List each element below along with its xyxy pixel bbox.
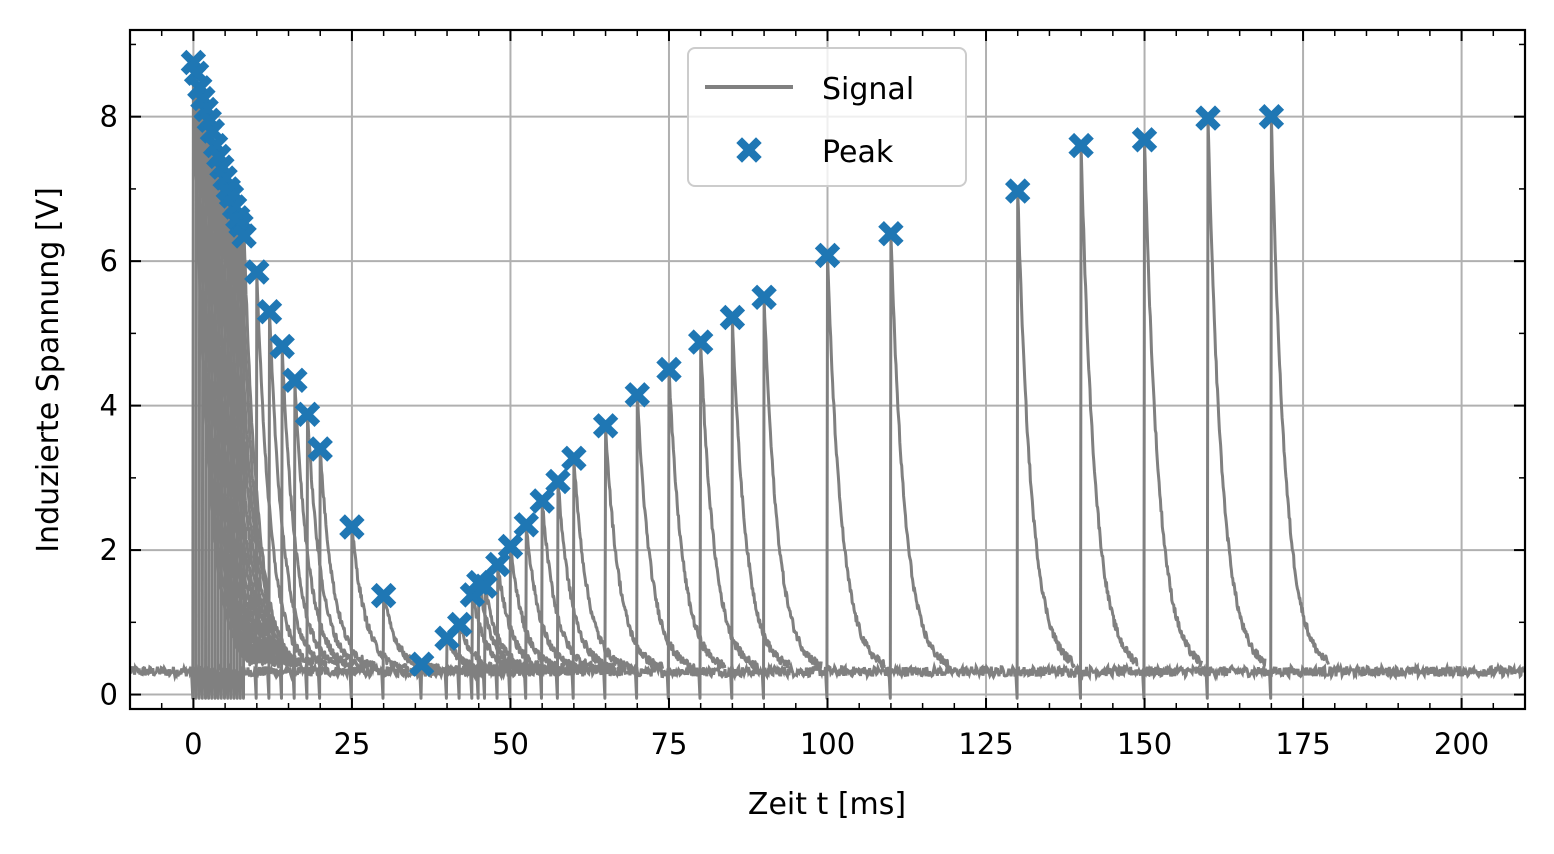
signal-pulse	[1141, 138, 1204, 700]
signal-pulse	[469, 593, 531, 700]
signal-pulse	[253, 270, 316, 700]
y-tick-label: 6	[100, 244, 118, 278]
signal-pulse	[278, 344, 341, 700]
legend-box	[687, 47, 967, 187]
signal-pulse	[538, 499, 601, 700]
peak-marker	[269, 333, 295, 360]
peak-marker	[1195, 105, 1221, 131]
peak-marker	[687, 329, 714, 355]
x-tick-label: 0	[184, 727, 202, 761]
y-tick-label: 8	[100, 100, 118, 134]
signal-pulse	[481, 584, 544, 700]
signal-pulse	[824, 253, 886, 700]
peak-marker	[339, 514, 365, 540]
peak-marker	[1004, 178, 1031, 204]
signal-pulse	[316, 447, 379, 700]
peak-marker	[624, 382, 651, 408]
peak-marker	[294, 401, 321, 428]
signal-pulse	[729, 316, 791, 700]
x-tick-label: 25	[333, 727, 370, 761]
signal-pulse	[760, 295, 823, 700]
peak-marker	[592, 413, 619, 439]
signal-pulse	[304, 412, 366, 700]
tick-labels: 0 25 50 75 100 125 150 175 200 0 2 4 6 8	[100, 100, 1490, 761]
y-axis-title: Induzierte Spannung [V]	[31, 187, 66, 553]
ticks	[129, 30, 1526, 709]
signal-pulse	[665, 368, 727, 700]
peak-marker	[1258, 103, 1285, 130]
peak-marker	[814, 242, 841, 269]
y-tick-label: 2	[100, 533, 118, 567]
peak-marker	[256, 298, 283, 325]
peak-marker	[446, 611, 473, 638]
peak-marker	[370, 582, 397, 609]
x-tick-label: 125	[958, 727, 1013, 761]
signal-pulse	[697, 340, 760, 700]
peak-marker	[561, 445, 587, 472]
peak-marker	[282, 367, 308, 394]
signal-layer	[130, 61, 1525, 700]
peak-marker	[1131, 127, 1158, 153]
peak-marker	[244, 259, 270, 285]
x-tick-label: 200	[1434, 727, 1489, 761]
peak-marker	[408, 651, 435, 677]
legend-peak-label: Peak	[822, 135, 894, 170]
signal-pulse	[602, 424, 665, 700]
peak-marker	[513, 512, 540, 538]
signal-pulse	[887, 232, 950, 700]
peak-layer	[180, 49, 1285, 677]
signal-pulse	[266, 310, 328, 700]
x-axis-title: Zeit t [ms]	[748, 787, 906, 822]
peak-marker	[1068, 132, 1094, 159]
signal-pulse	[240, 234, 303, 700]
signal-pulse	[1268, 115, 1330, 700]
signal-pulse	[291, 378, 354, 700]
peak-marker	[656, 356, 682, 383]
x-tick-label: 75	[651, 727, 688, 761]
signal-pulse	[1204, 116, 1267, 700]
peak-marker	[545, 468, 571, 495]
y-tick-label: 0	[100, 678, 118, 712]
signal-pulse	[348, 525, 410, 700]
peak-marker	[307, 436, 333, 462]
signal-pulse	[570, 456, 633, 700]
legend-signal-label: Signal	[822, 72, 914, 107]
x-tick-label: 150	[1117, 727, 1172, 761]
x-tick-label: 100	[800, 727, 855, 761]
signal-pulse	[633, 393, 696, 700]
legend: Signal Peak	[687, 47, 967, 187]
peak-marker	[719, 304, 746, 331]
signal-pulse	[1014, 189, 1076, 700]
peak-marker	[231, 223, 257, 249]
x-tick-label: 175	[1275, 727, 1330, 761]
signal-pulse	[1077, 144, 1140, 700]
x-tick-label: 50	[492, 727, 529, 761]
peak-marker	[751, 284, 777, 311]
y-tick-label: 4	[100, 389, 118, 423]
legend-peak-swatch	[736, 137, 762, 163]
peak-marker	[878, 220, 904, 247]
